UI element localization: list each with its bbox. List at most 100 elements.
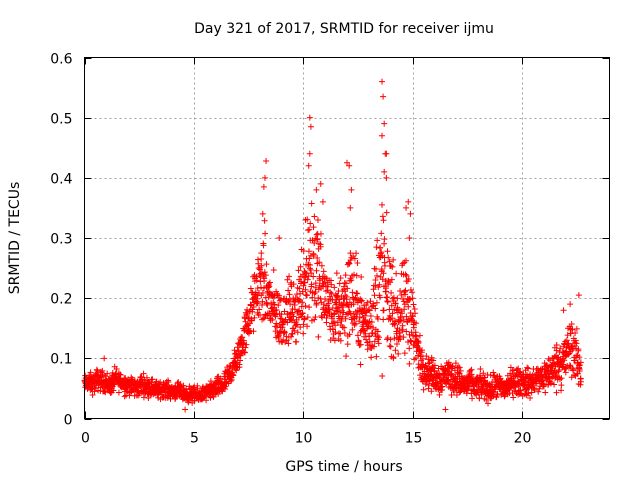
grid-lines xyxy=(84,57,610,419)
data-point xyxy=(373,272,380,279)
data-point xyxy=(241,349,248,356)
data-point xyxy=(403,204,410,211)
data-point xyxy=(311,239,318,246)
data-point xyxy=(378,249,385,256)
y-tick-label: 0.5 xyxy=(50,112,72,128)
data-point xyxy=(531,387,538,394)
data-point xyxy=(344,285,351,292)
y-tick-label: 0.1 xyxy=(50,352,72,368)
data-point xyxy=(275,333,282,340)
data-point xyxy=(456,389,463,396)
data-point xyxy=(383,288,390,295)
data-point xyxy=(314,236,321,243)
data-point xyxy=(277,315,284,322)
data-point xyxy=(207,394,214,401)
data-point xyxy=(260,285,267,292)
data-point xyxy=(290,281,297,288)
data-point xyxy=(569,326,576,333)
data-point xyxy=(93,366,100,373)
data-point xyxy=(372,305,379,312)
data-point xyxy=(252,289,259,296)
data-point xyxy=(296,285,303,292)
data-point xyxy=(237,357,244,364)
data-point xyxy=(379,132,385,139)
data-point xyxy=(380,316,387,323)
data-point xyxy=(354,311,361,318)
data-point xyxy=(472,381,479,388)
data-point xyxy=(110,387,117,394)
data-point xyxy=(334,319,341,326)
data-point xyxy=(222,379,229,386)
data-point xyxy=(568,320,575,327)
data-point xyxy=(553,342,560,349)
y-tick-label: 0.2 xyxy=(50,292,72,308)
data-point xyxy=(573,340,580,347)
data-point xyxy=(294,329,301,336)
data-point xyxy=(385,254,392,261)
data-point xyxy=(301,315,308,322)
data-point xyxy=(140,394,147,401)
data-point xyxy=(341,324,348,331)
x-tick-label: 15 xyxy=(405,431,423,447)
data-point xyxy=(434,379,441,386)
data-point xyxy=(346,277,353,284)
data-point xyxy=(334,292,341,299)
data-point xyxy=(393,270,400,277)
data-point xyxy=(349,289,356,296)
data-point xyxy=(449,363,456,370)
data-point xyxy=(407,210,414,217)
data-point xyxy=(321,311,328,318)
data-point xyxy=(104,370,111,377)
data-point xyxy=(320,268,327,275)
data-point xyxy=(261,174,268,181)
data-point xyxy=(383,174,390,181)
data-point xyxy=(380,93,387,100)
data-point xyxy=(524,364,531,371)
data-point xyxy=(419,347,426,354)
data-point xyxy=(253,277,260,284)
data-point xyxy=(558,387,565,394)
data-point xyxy=(264,301,271,308)
data-point xyxy=(300,248,307,255)
data-point xyxy=(285,340,292,347)
data-point xyxy=(347,204,354,211)
data-point xyxy=(317,243,324,250)
y-tick-label: 0.4 xyxy=(50,172,72,188)
data-point xyxy=(236,364,243,371)
data-point xyxy=(295,314,302,321)
data-point xyxy=(403,272,410,279)
data-point xyxy=(456,364,463,371)
data-point xyxy=(405,303,412,310)
data-point xyxy=(394,295,401,302)
data-point xyxy=(302,286,309,293)
data-point xyxy=(325,300,332,307)
data-point xyxy=(241,327,248,334)
data-point xyxy=(349,326,356,333)
data-point xyxy=(542,389,549,396)
data-point xyxy=(423,353,430,360)
data-point xyxy=(384,298,391,305)
data-point xyxy=(242,344,249,351)
data-point xyxy=(346,260,353,267)
data-point xyxy=(577,359,584,366)
data-point xyxy=(571,371,578,378)
data-point xyxy=(393,341,400,348)
data-point xyxy=(294,308,301,315)
data-point xyxy=(313,186,320,193)
data-point xyxy=(258,284,265,291)
data-point xyxy=(285,287,292,294)
data-point xyxy=(442,406,449,413)
data-point xyxy=(371,338,378,345)
data-point xyxy=(327,289,334,296)
data-point xyxy=(304,276,311,283)
data-point xyxy=(249,306,256,313)
data-point xyxy=(336,280,343,287)
data-point xyxy=(517,386,524,393)
data-point xyxy=(373,353,380,360)
data-point xyxy=(570,366,577,373)
data-point xyxy=(306,304,313,311)
data-point xyxy=(337,274,344,281)
data-point xyxy=(551,381,558,388)
data-point xyxy=(553,389,560,396)
data-point xyxy=(298,278,304,285)
